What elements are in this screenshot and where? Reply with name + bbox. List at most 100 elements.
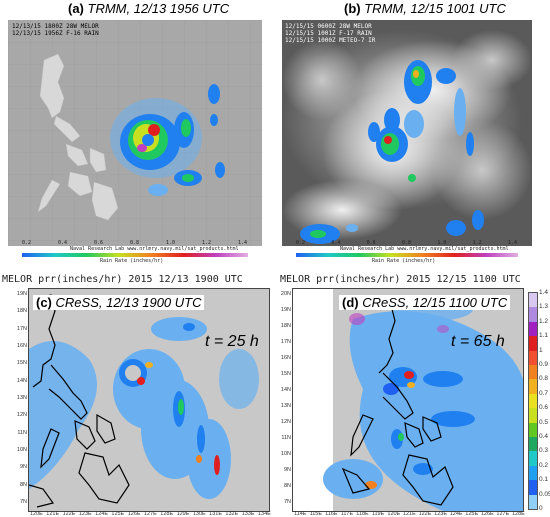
lon-tick-label: 123E xyxy=(78,511,92,517)
panel-a-scale: Naval Research Lab www.nrlmry.navy.mil/s… xyxy=(8,240,262,264)
colorbar-ticks: 1.4 1.3 1.2 1.1 1 0.9 0.8 0.7 0.6 0.5 0.4 0.3 0.2 0.1… xyxy=(538,289,550,512)
lat-tick-label: 14N xyxy=(280,387,291,393)
lat-tick-label: 12N xyxy=(280,419,291,425)
lat-tick-label: 8N xyxy=(19,481,27,488)
lon-tick-label: 119E xyxy=(371,511,385,517)
scale-tick-label: 0.8 xyxy=(402,240,412,246)
cloud-field-b xyxy=(282,30,532,240)
panel-d-map: (d) CReSS, 12/15 1100 UTC t = 65 h xyxy=(292,288,524,512)
lon-tick-label: 126E xyxy=(127,511,141,517)
lon-tick-label: 122E xyxy=(418,511,432,517)
colorbar-tick-label: 0.9 xyxy=(539,361,549,368)
colorbar-segment xyxy=(529,408,537,423)
lat-tick-label: 18N xyxy=(16,308,27,315)
lat-tick-label: 19N xyxy=(280,307,291,313)
panel-b-map: 12/15/15 0600Z 28W MELOR 12/15/15 1001Z F… xyxy=(282,20,532,264)
lat-tick-label: 10N xyxy=(280,451,291,457)
colorbar xyxy=(528,292,538,510)
colorbar-segment xyxy=(529,480,537,495)
lat-tick-label: 13N xyxy=(280,403,291,409)
colorbar-segment xyxy=(529,336,537,351)
colorbar-tick-label: 0.05 xyxy=(539,490,550,498)
scale-tick-label: 0.2 xyxy=(22,240,32,246)
panel-b-scale-ticks: 0.2 0.4 0.6 0.8 1.0 1.2 1.4 xyxy=(296,240,518,260)
lat-tick-label: 15N xyxy=(16,360,27,367)
colorbar-tick-label: 1.2 xyxy=(539,317,549,325)
lon-tick-label: 114E xyxy=(294,511,307,517)
lon-tick-label: 129E xyxy=(176,511,190,517)
lat-tick-label: 19N xyxy=(16,291,27,297)
colorbar-tick-label: 1.3 xyxy=(539,303,549,311)
lon-tick-label: 127E xyxy=(144,511,157,517)
lat-tick-label: 14N xyxy=(16,377,27,384)
colorbar-tick-label: 0.1 xyxy=(539,476,549,484)
panel-d-lead-time: t = 65 h xyxy=(451,333,505,350)
lat-tick-label: 10N xyxy=(16,447,27,453)
panel-a-rain-map xyxy=(8,20,262,264)
colorbar-tick-label: 1.4 xyxy=(539,289,549,296)
colorbar-segment xyxy=(529,393,537,409)
panel-a-scale-title: Rain Rate (inches/hr) xyxy=(100,258,164,264)
colorbar-segment xyxy=(529,451,537,466)
lat-tick-label: 17N xyxy=(280,339,291,345)
panel-a-map: 12/13/15 1800Z 28W MELOR 12/13/15 1956Z F… xyxy=(8,20,262,264)
lat-tick-label: 20N xyxy=(280,291,291,297)
panel-a-scale-bar xyxy=(22,253,248,257)
panel-c-lat-ticks: 19N 18N 17N 16N 15N 14N 13N 12N 11N 10N 9N 8N 7N xyxy=(14,288,28,512)
panel-c-lon-ticks: 120E 121E 122E 123E 124E 125E 126E 127E 128E 129E… xyxy=(28,511,271,517)
scale-tick-label: 1.4 xyxy=(238,240,248,246)
panel-a-title: (a) TRMM, 12/13 1956 UTC xyxy=(68,1,230,16)
panel-d-model-map xyxy=(293,289,523,511)
lon-tick-label: 124E xyxy=(95,511,108,517)
lon-tick-label: 124E xyxy=(449,511,463,517)
lat-tick-label: 16N xyxy=(280,355,291,361)
scale-tick-label: 1.4 xyxy=(508,240,518,246)
panel-c-model-map xyxy=(29,294,259,508)
lon-tick-label: 132E xyxy=(225,511,239,517)
rain-field-b xyxy=(300,60,484,244)
scale-tick-label: 1.2 xyxy=(202,240,212,246)
lat-tick-label: 18N xyxy=(280,323,291,329)
scale-tick-label: 0.4 xyxy=(58,240,68,246)
lon-tick-label: 133E xyxy=(241,511,255,517)
lat-tick-label: 17N xyxy=(16,325,27,332)
panel-b-scale-bar xyxy=(296,253,518,257)
lat-tick-label: 7N xyxy=(19,499,27,505)
colorbar-tick-label: 0.6 xyxy=(539,404,549,412)
lon-tick-label: 120E xyxy=(387,511,401,517)
lon-tick-label: 128E xyxy=(160,511,174,517)
panel-c-header: MELOR prr(inches/hr) 2015 12/13 1900 UTC xyxy=(2,274,243,285)
colorbar-tick-label: 0.2 xyxy=(539,461,549,469)
colorbar-tick-label: 1.1 xyxy=(539,332,549,340)
colorbar-segment xyxy=(529,307,537,322)
colorbar-tick-label: 0.4 xyxy=(539,433,549,440)
lat-tick-label: 9N xyxy=(19,464,27,471)
lon-tick-label: 131E xyxy=(209,511,222,517)
lon-tick-label: 115E xyxy=(309,511,322,517)
colorbar-tick-label: 0.8 xyxy=(539,375,549,383)
panel-a-meta: 12/13/15 1800Z 28W MELOR 12/13/15 1956Z F… xyxy=(12,23,99,37)
lon-tick-label: 126E xyxy=(480,511,494,517)
panel-d-label: (d) CReSS, 12/15 1100 UTC xyxy=(339,295,511,310)
colorbar-segment xyxy=(529,422,537,437)
lon-tick-label: 120E xyxy=(30,511,43,517)
lon-tick-label: 125E xyxy=(111,511,125,517)
lon-tick-label: 127E xyxy=(496,511,510,517)
colorbar-tick-label: 0 xyxy=(539,505,543,512)
colorbar-segment xyxy=(529,465,537,481)
panel-b-scale-title: Rain Rate (inches/hr) xyxy=(372,258,436,264)
lat-tick-label: 11N xyxy=(17,429,27,436)
colorbar-tick-label: 0.5 xyxy=(539,418,549,426)
lon-tick-label: 121E xyxy=(403,511,416,517)
scale-tick-label: 1.0 xyxy=(166,240,176,246)
colorbar-segment xyxy=(529,321,537,337)
panel-a-scale-ticks: 0.2 0.4 0.6 0.8 1.0 1.2 1.4 xyxy=(22,240,248,260)
lon-tick-label: 130E xyxy=(192,511,206,517)
lat-tick-label: 15N xyxy=(280,371,291,377)
colorbar-segment xyxy=(529,350,537,365)
panel-a-credit: Naval Research Lab www.nrlmry.navy.mil/s… xyxy=(70,246,239,252)
panel-b-ir-rain-map xyxy=(282,30,532,244)
panel-b-credit: Naval Research Lab www.nrlmry.navy.mil/s… xyxy=(340,246,509,252)
panel-b-meta: 12/15/15 0600Z 28W MELOR 12/15/15 1001Z F… xyxy=(285,23,376,44)
